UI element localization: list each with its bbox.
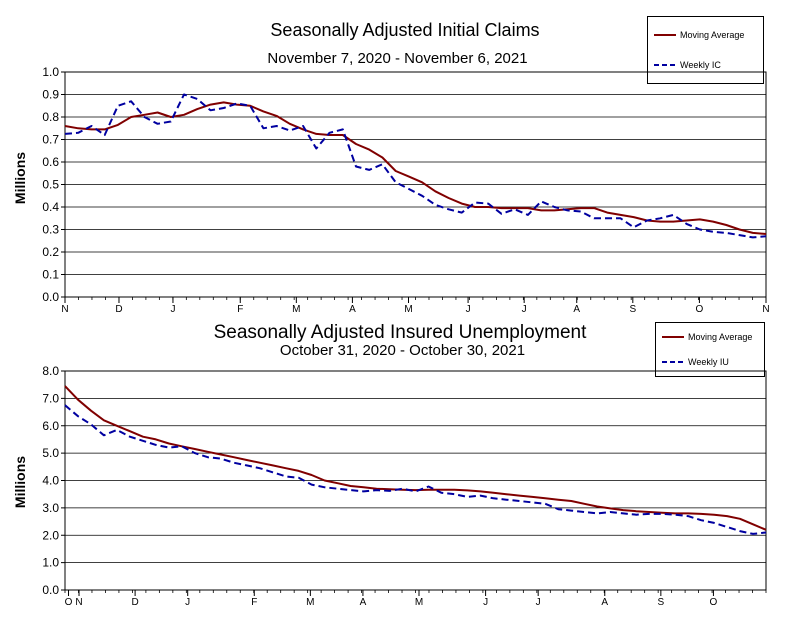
y-tick-label: 0.1 bbox=[42, 268, 59, 282]
x-tick-label: N bbox=[762, 304, 769, 315]
chart2-legend: Moving Average Weekly IU bbox=[655, 322, 765, 377]
x-tick-label: D bbox=[131, 597, 138, 608]
y-tick-label: 2.0 bbox=[42, 528, 59, 542]
x-tick-label: J bbox=[536, 597, 541, 608]
x-tick-label: N bbox=[61, 304, 68, 315]
y-tick-label: 0.0 bbox=[42, 583, 59, 597]
x-tick-label: S bbox=[629, 304, 636, 315]
legend-weekly-iu: Weekly IU bbox=[662, 357, 729, 367]
x-tick-label: M bbox=[415, 597, 423, 608]
y-tick-label: 0.3 bbox=[42, 223, 59, 237]
x-tick-label: A bbox=[573, 304, 580, 315]
x-tick-label: F bbox=[251, 597, 257, 608]
chart1-subtitle: November 7, 2020 - November 6, 2021 bbox=[267, 50, 528, 67]
x-tick-label: J bbox=[466, 304, 471, 315]
y-tick-label: 6.0 bbox=[42, 419, 59, 433]
y-tick-label: 1.0 bbox=[42, 556, 59, 570]
x-tick-label: J bbox=[170, 304, 175, 315]
legend-label: Moving Average bbox=[688, 332, 753, 342]
legend-swatch-dashed bbox=[662, 361, 684, 363]
chart2-title: Seasonally Adjusted Insured Unemployment bbox=[213, 322, 587, 343]
y-tick-label: 0.4 bbox=[42, 200, 59, 214]
x-tick-label: D bbox=[115, 304, 122, 315]
y-tick-label: 5.0 bbox=[42, 446, 59, 460]
legend-swatch-solid bbox=[662, 336, 684, 338]
y-tick-label: 3.0 bbox=[42, 501, 59, 515]
x-tick-label: M bbox=[306, 597, 314, 608]
y-tick-label: 0.6 bbox=[42, 155, 59, 169]
legend-label: Weekly IU bbox=[688, 357, 729, 367]
y-tick-label: 0.2 bbox=[42, 245, 59, 259]
legend-moving-average-2: Moving Average bbox=[662, 332, 752, 342]
chart1-title: Seasonally Adjusted Initial Claims bbox=[270, 20, 540, 40]
x-tick-label: A bbox=[601, 597, 608, 608]
legend-weekly-ic: Weekly IC bbox=[654, 60, 721, 70]
legend-moving-average-1: Moving Average bbox=[654, 30, 744, 40]
x-tick-label: J bbox=[483, 597, 488, 608]
x-tick-label: A bbox=[360, 597, 367, 608]
y-tick-label: 4.0 bbox=[42, 474, 59, 488]
x-tick-label: M bbox=[292, 304, 300, 315]
chart1-legend: Moving Average Weekly IC bbox=[647, 16, 764, 84]
legend-swatch-solid bbox=[654, 34, 676, 36]
y-tick-label: 0.0 bbox=[42, 290, 59, 304]
y-tick-label: 0.5 bbox=[42, 178, 59, 192]
x-tick-label: S bbox=[658, 597, 665, 608]
x-tick-label: N bbox=[75, 597, 82, 608]
y-tick-label: 8.0 bbox=[42, 364, 59, 378]
x-tick-label: A bbox=[349, 304, 356, 315]
legend-label: Moving Average bbox=[680, 30, 745, 40]
series-line-moving-average bbox=[64, 385, 767, 531]
x-tick-label: O bbox=[65, 597, 73, 608]
x-tick-label: M bbox=[404, 304, 412, 315]
x-tick-label: J bbox=[185, 597, 190, 608]
y-tick-label: 0.9 bbox=[42, 88, 59, 102]
y-tick-label: 0.7 bbox=[42, 133, 59, 147]
x-tick-label: F bbox=[237, 304, 243, 315]
y-tick-label: 1.0 bbox=[42, 65, 59, 79]
legend-swatch-dashed bbox=[654, 64, 676, 66]
y-tick-label: 0.8 bbox=[42, 110, 59, 124]
series-line-weekly-iu bbox=[64, 404, 767, 535]
series-line-weekly-ic bbox=[64, 93, 767, 239]
chart2-subtitle: October 31, 2020 - October 30, 2021 bbox=[279, 342, 526, 359]
x-tick-label: J bbox=[522, 304, 527, 315]
x-tick-label: O bbox=[696, 304, 704, 315]
x-tick-label: O bbox=[710, 597, 718, 608]
y-tick-label: 7.0 bbox=[42, 391, 59, 405]
legend-label: Weekly IC bbox=[680, 60, 721, 70]
